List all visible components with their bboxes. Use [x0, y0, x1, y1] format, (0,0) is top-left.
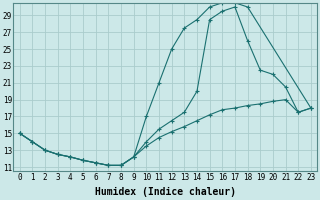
X-axis label: Humidex (Indice chaleur): Humidex (Indice chaleur): [95, 187, 236, 197]
